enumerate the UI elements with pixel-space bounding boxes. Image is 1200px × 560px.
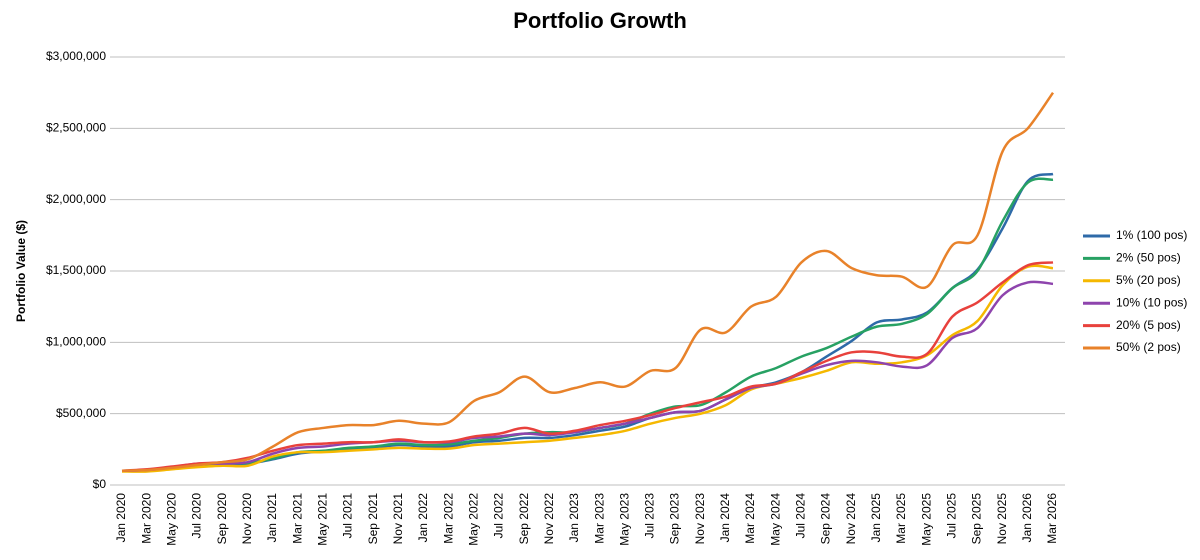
- x-tick-label: Mar 2026: [1045, 493, 1059, 544]
- x-tick-label: Sep 2021: [366, 493, 380, 545]
- chart-title: Portfolio Growth: [513, 8, 687, 33]
- x-tick-label: May 2020: [164, 493, 178, 546]
- x-tick-label: Sep 2025: [970, 493, 984, 545]
- legend-label: 20% (5 pos): [1116, 318, 1181, 332]
- x-tick-label: Nov 2023: [693, 493, 707, 545]
- x-tick-label: Jan 2025: [869, 493, 883, 543]
- y-tick-label: $1,500,000: [46, 263, 106, 277]
- x-tick-label: Jan 2024: [718, 493, 732, 543]
- x-tick-label: Jan 2026: [1020, 493, 1034, 543]
- legend-label: 50% (2 pos): [1116, 340, 1181, 354]
- x-tick-label: Mar 2024: [743, 493, 757, 544]
- x-tick-label: Nov 2020: [240, 493, 254, 545]
- series-line: [121, 172, 1054, 473]
- x-tick-label: Mar 2025: [894, 493, 908, 544]
- y-tick-label: $3,000,000: [46, 49, 106, 63]
- x-tick-label: Jan 2022: [416, 493, 430, 543]
- y-tick-label: $0: [93, 477, 107, 491]
- y-tick-label: $2,000,000: [46, 192, 106, 206]
- x-tick-label: Jul 2025: [945, 493, 959, 539]
- x-tick-label: Jul 2020: [190, 493, 204, 539]
- y-tick-label: $2,500,000: [46, 121, 106, 135]
- series-line: [121, 264, 1054, 473]
- x-tick-label: Mar 2022: [441, 493, 455, 544]
- legend-label: 10% (10 pos): [1116, 295, 1187, 309]
- x-tick-label: Jul 2022: [492, 493, 506, 539]
- x-tick-label: May 2023: [617, 493, 631, 546]
- x-tick-label: May 2025: [919, 493, 933, 546]
- x-tick-label: Jan 2023: [567, 493, 581, 543]
- x-tick-label: Sep 2020: [215, 493, 229, 545]
- x-tick-label: Nov 2022: [542, 493, 556, 545]
- x-tick-label: Sep 2022: [517, 493, 531, 545]
- x-tick-label: Jan 2020: [114, 493, 128, 543]
- y-tick-label: $500,000: [56, 406, 106, 420]
- series-line: [121, 261, 1054, 472]
- x-tick-label: Jul 2024: [794, 493, 808, 539]
- x-tick-label: Mar 2020: [139, 493, 153, 544]
- legend-label: 5% (20 pos): [1116, 273, 1181, 287]
- y-tick-label: $1,000,000: [46, 335, 106, 349]
- x-tick-label: Sep 2023: [668, 493, 682, 545]
- x-tick-label: Mar 2021: [290, 493, 304, 544]
- legend-label: 1% (100 pos): [1116, 228, 1187, 242]
- x-tick-label: Nov 2025: [995, 493, 1009, 545]
- series-line: [121, 91, 1055, 472]
- series-line: [121, 280, 1054, 472]
- x-tick-label: Nov 2024: [844, 493, 858, 545]
- x-tick-label: May 2021: [315, 493, 329, 546]
- legend-label: 2% (50 pos): [1116, 251, 1181, 265]
- y-axis-label: Portfolio Value ($): [14, 220, 28, 322]
- x-tick-label: Nov 2021: [391, 493, 405, 545]
- x-tick-label: May 2024: [768, 493, 782, 546]
- x-tick-label: Jul 2023: [643, 493, 657, 539]
- x-tick-label: Jan 2021: [265, 493, 279, 543]
- x-tick-label: May 2022: [466, 493, 480, 546]
- x-tick-label: Sep 2024: [819, 493, 833, 545]
- x-tick-label: Mar 2023: [592, 493, 606, 544]
- x-tick-label: Jul 2021: [341, 493, 355, 539]
